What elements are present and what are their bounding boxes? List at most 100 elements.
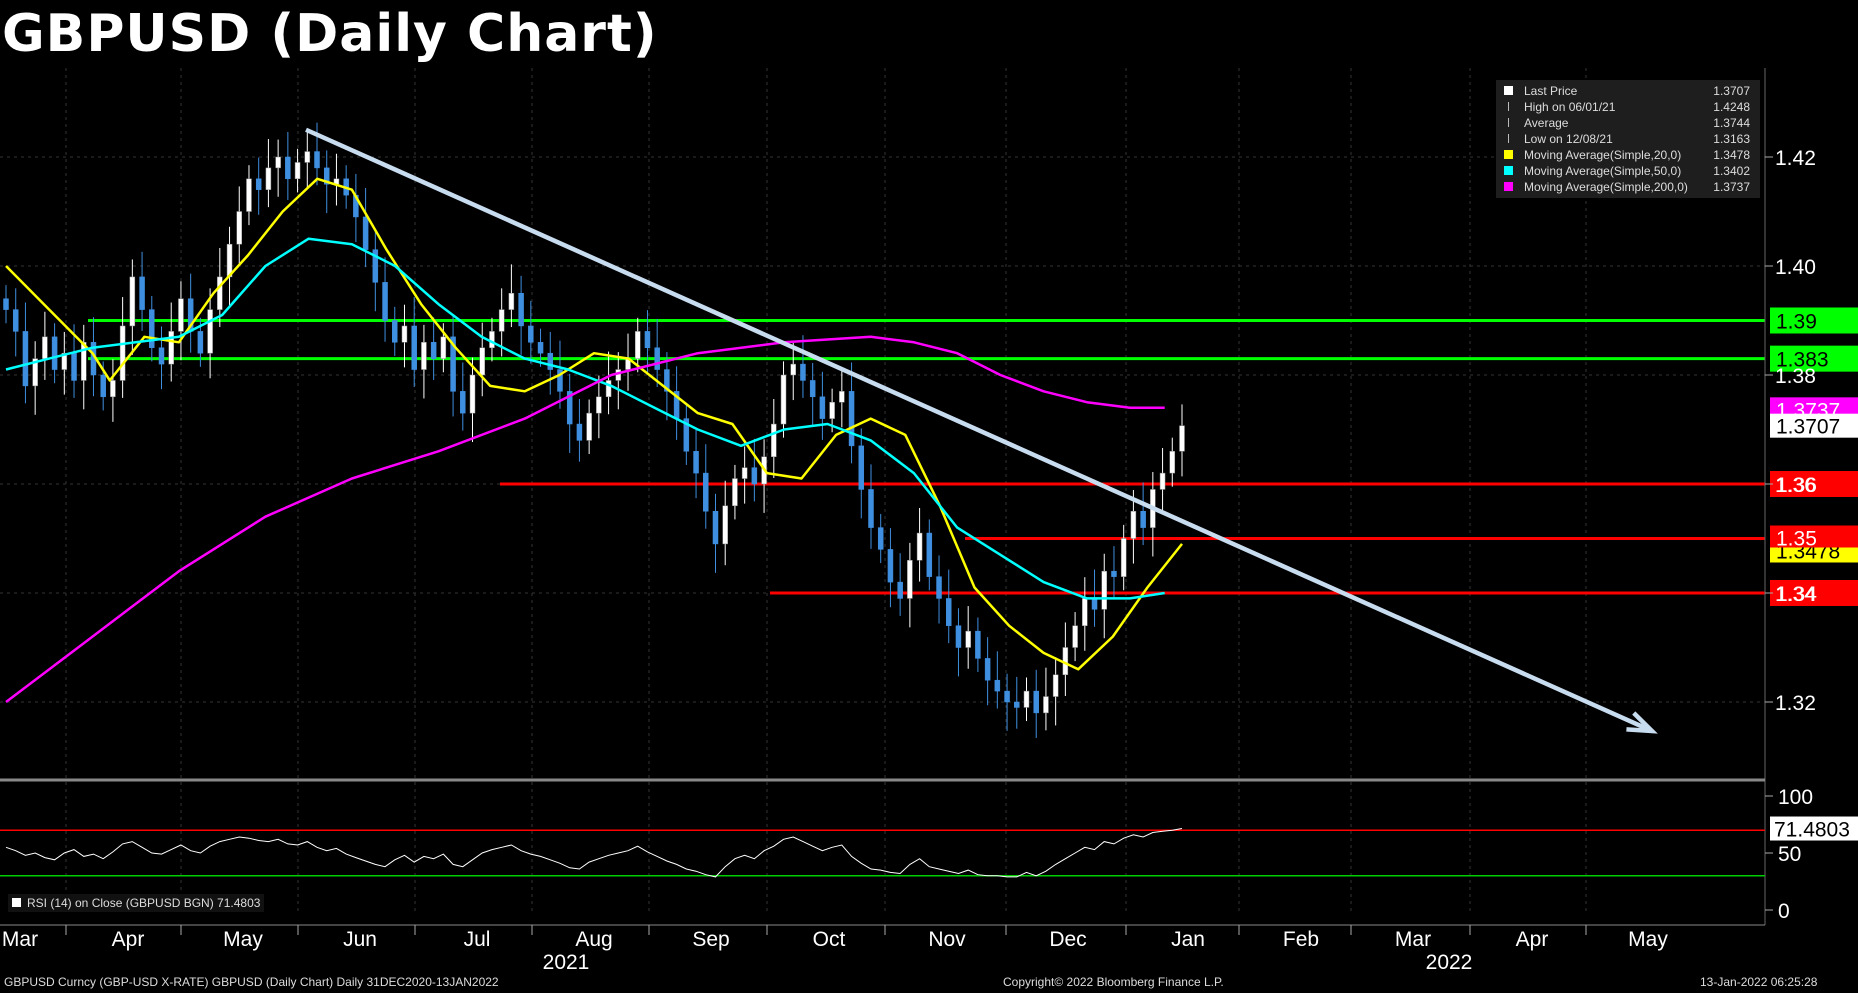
high-marker-icon <box>1508 102 1510 111</box>
price-tick-label: 1.36 <box>1775 474 1816 497</box>
level-flag <box>1770 525 1858 548</box>
rsi-last-flag-label: 71.4803 <box>1774 819 1850 842</box>
vertical-gridlines <box>65 68 1587 915</box>
price-tick-label: 1.38 <box>1775 365 1816 388</box>
month-label: Oct <box>813 928 846 951</box>
moving-average-line <box>5 237 1165 600</box>
month-label: May <box>1628 928 1668 951</box>
candle-body <box>440 336 447 359</box>
year-label: 2022 <box>1426 951 1473 974</box>
candle-body <box>887 549 894 583</box>
price-tick-label: 1.32 <box>1775 692 1816 715</box>
candle-body <box>372 249 379 283</box>
candle-body <box>586 412 592 441</box>
legend-value: 1.3744 <box>1713 116 1750 130</box>
level-flag <box>1770 345 1858 372</box>
legend-value: 1.3163 <box>1713 132 1750 146</box>
low-marker-icon <box>1508 134 1510 143</box>
candle-body <box>1111 570 1117 577</box>
candle-body <box>71 352 77 381</box>
candle-body <box>994 679 1001 692</box>
candle-body <box>975 630 981 659</box>
candle-body <box>168 331 174 365</box>
candle-body <box>712 511 719 545</box>
candle-body <box>275 156 281 169</box>
candle-body <box>557 369 563 392</box>
candle-body <box>489 331 495 348</box>
month-label: Apr <box>112 928 145 951</box>
legend-label: Last Price <box>1524 84 1578 98</box>
candle-body <box>217 276 223 310</box>
legend-label: Moving Average(Simple,50,0) <box>1524 164 1682 178</box>
footer-timestamp: 13-Jan-2022 06:25:28 <box>1700 975 1818 989</box>
candle-body <box>207 309 213 354</box>
candle-body <box>829 402 835 419</box>
rsi-tick-label: 0 <box>1778 900 1790 923</box>
level-flag-label: 1.36 <box>1776 474 1817 497</box>
candle-body <box>693 451 699 474</box>
candle-body <box>246 178 252 212</box>
candle-body <box>848 391 855 447</box>
legend-label: Low on 12/08/21 <box>1524 132 1613 146</box>
price-candles <box>3 122 1185 738</box>
legend-item: Moving Average(Simple,50,0) 1.3402 <box>1496 163 1760 179</box>
candle-body <box>907 560 913 599</box>
price-tick-label: 1.34 <box>1775 583 1816 606</box>
candle-body <box>110 380 116 398</box>
candle-body <box>1082 598 1088 626</box>
candle-body <box>1130 511 1137 539</box>
level-flag <box>1770 307 1858 334</box>
candle-body <box>304 151 311 163</box>
candle-body <box>401 325 408 343</box>
candle-body <box>236 211 243 245</box>
candle-body <box>382 282 388 321</box>
candle-body <box>984 658 991 681</box>
candle-body <box>926 532 933 577</box>
candle-body <box>100 374 106 398</box>
level-flag-label: 1.35 <box>1776 528 1817 551</box>
price-flag <box>1770 413 1858 438</box>
legend-label: Moving Average(Simple,20,0) <box>1524 148 1682 162</box>
candle-body <box>771 423 777 457</box>
candle-body <box>323 167 330 185</box>
chart-title: GBPUSD (Daily Chart) <box>2 4 658 64</box>
candle-body <box>547 352 554 370</box>
candle-body <box>858 445 865 490</box>
month-label: Sep <box>692 928 729 951</box>
candle-body <box>1120 538 1127 577</box>
candle-body <box>566 391 573 425</box>
rsi-last-flag <box>1770 816 1858 841</box>
legend-value: 1.4248 <box>1713 100 1750 114</box>
moving-average-lines <box>5 177 1183 703</box>
horizontal-gridlines <box>0 156 1765 703</box>
month-label: Jun <box>343 928 377 951</box>
candle-body <box>129 276 136 327</box>
price-flag-label: 1.3707 <box>1776 416 1840 439</box>
level-flag <box>1770 580 1858 606</box>
candle-body <box>1159 472 1166 490</box>
candle-body <box>800 363 806 381</box>
candle-body <box>362 216 369 250</box>
downtrend-line <box>305 127 1658 734</box>
candle-body <box>12 309 19 332</box>
candle-body <box>430 342 437 359</box>
candle-body <box>32 358 38 387</box>
legend-item: Moving Average(Simple,20,0) 1.3478 <box>1496 147 1760 163</box>
square-marker-icon <box>1504 166 1513 175</box>
avg-marker-icon <box>1508 118 1510 127</box>
candle-body <box>392 320 398 343</box>
legend-item: High on 06/01/21 1.4248 <box>1496 99 1760 115</box>
price-tick-label: 1.40 <box>1775 256 1816 279</box>
month-label: Jan <box>1171 928 1205 951</box>
rsi-legend: RSI (14) on Close (GBPUSD BGN) 71.4803 <box>8 894 265 912</box>
candle-body <box>722 505 728 545</box>
candle-body <box>294 162 301 180</box>
candle-body <box>61 352 68 370</box>
candle-body <box>411 325 417 370</box>
square-marker-icon <box>1504 182 1513 191</box>
rsi-swatch <box>12 898 21 907</box>
candle-body <box>51 336 58 370</box>
candle-body <box>528 325 534 343</box>
